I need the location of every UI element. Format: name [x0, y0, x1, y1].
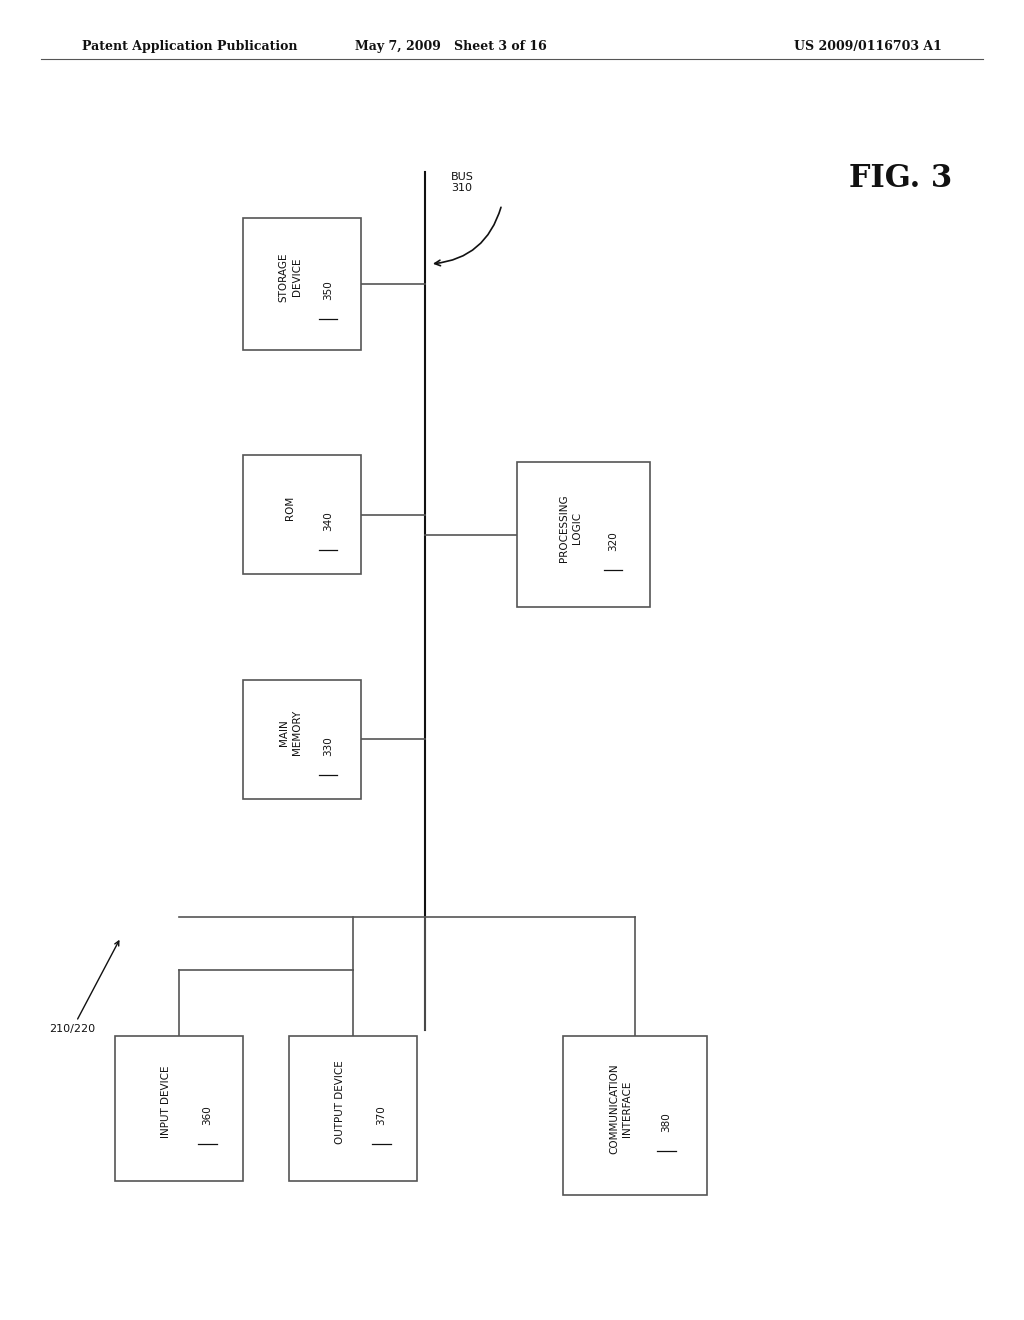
Text: PROCESSING
LOGIC: PROCESSING LOGIC — [559, 494, 582, 562]
Bar — [517, 462, 650, 607]
Text: MAIN
MEMORY: MAIN MEMORY — [279, 710, 302, 755]
Text: 360: 360 — [203, 1106, 212, 1125]
Bar — [244, 218, 360, 350]
Bar — [563, 1036, 707, 1195]
Text: 320: 320 — [608, 532, 617, 550]
Text: 340: 340 — [323, 512, 333, 531]
Bar — [289, 1036, 418, 1181]
Text: COMMUNICATION
INTERFACE: COMMUNICATION INTERFACE — [609, 1064, 632, 1154]
Text: US 2009/0116703 A1: US 2009/0116703 A1 — [795, 40, 942, 53]
Bar — [115, 1036, 244, 1181]
Text: 210/220: 210/220 — [49, 941, 119, 1035]
Text: OUTPUT DEVICE: OUTPUT DEVICE — [336, 1060, 345, 1144]
Text: 330: 330 — [323, 737, 333, 755]
Bar — [244, 680, 360, 799]
Text: Patent Application Publication: Patent Application Publication — [82, 40, 297, 53]
Text: May 7, 2009   Sheet 3 of 16: May 7, 2009 Sheet 3 of 16 — [354, 40, 547, 53]
Text: STORAGE
DEVICE: STORAGE DEVICE — [279, 252, 302, 302]
Text: ROM: ROM — [286, 496, 295, 520]
Text: INPUT DEVICE: INPUT DEVICE — [162, 1067, 171, 1138]
Text: 370: 370 — [377, 1106, 386, 1125]
Text: BUS
310: BUS 310 — [451, 172, 473, 193]
Text: 350: 350 — [323, 281, 333, 300]
Bar — [244, 455, 360, 574]
Text: FIG. 3: FIG. 3 — [850, 162, 952, 194]
Text: 380: 380 — [662, 1113, 672, 1131]
